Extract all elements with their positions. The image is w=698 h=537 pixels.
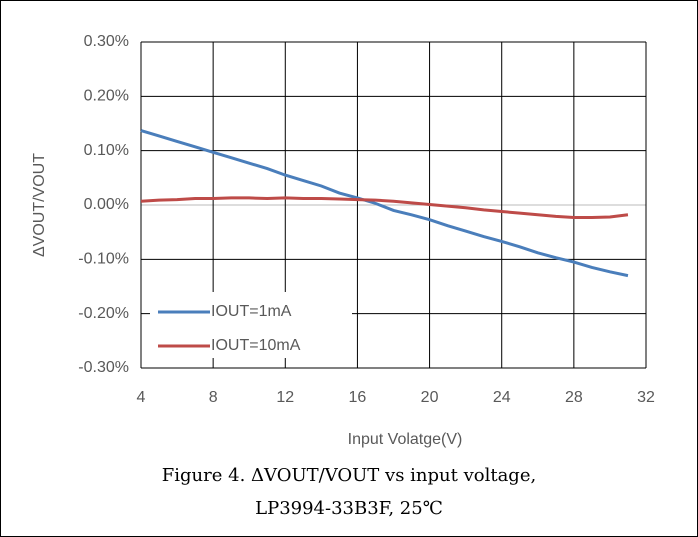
legend-label: IOUT=10mA — [211, 337, 301, 354]
legend-label: IOUT=1mA — [211, 303, 292, 320]
series-line — [140, 196, 629, 219]
x-tick-label: 16 — [349, 389, 367, 406]
x-tick-label: 28 — [565, 389, 583, 406]
x-tick-label: 24 — [493, 389, 511, 406]
caption: LP3994-33B3F, 25℃ — [255, 498, 443, 519]
y-tick-label: 0.00% — [84, 196, 129, 213]
y-tick-label: 0.20% — [84, 88, 129, 105]
y-tick-label: -0.30% — [78, 359, 129, 376]
y-tick-label: -0.10% — [78, 251, 129, 268]
y-tick-label: 0.30% — [84, 33, 129, 50]
x-tick-label: 12 — [276, 389, 294, 406]
y-tick-label: 0.10% — [84, 142, 129, 159]
caption: Figure 4. ΔVOUT/VOUT vs input voltage, — [162, 465, 536, 486]
x-tick-label: 20 — [421, 389, 439, 406]
x-axis-label: Input Volatge(V) — [348, 431, 463, 448]
x-tick-label: 8 — [209, 389, 218, 406]
y-axis-label: ΔVOUT/VOUT — [31, 153, 48, 257]
series-line — [140, 129, 629, 278]
y-tick-label: -0.20% — [78, 305, 129, 322]
x-tick-label: 4 — [137, 389, 146, 406]
x-tick-label: 32 — [637, 389, 655, 406]
